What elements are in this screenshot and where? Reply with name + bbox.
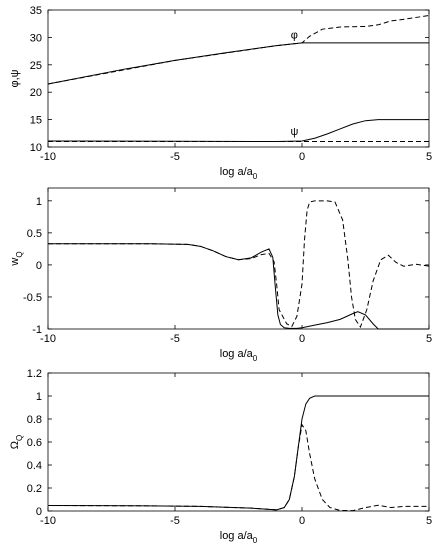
y-tick-label: -1 <box>32 324 42 336</box>
annotation-1: φ <box>291 29 298 41</box>
series-line-2-dashed <box>47 423 429 512</box>
series-line-3-solid <box>47 119 429 143</box>
y-tick-label: 1 <box>36 196 42 208</box>
y-tick-label: 35 <box>30 5 42 17</box>
y-tick-label: 25 <box>30 60 42 72</box>
y-tick-label: 0 <box>36 260 42 272</box>
y-tick-label: 15 <box>30 115 42 127</box>
y-tick-label: 1 <box>36 391 42 403</box>
x-tick-label: 5 <box>426 151 432 163</box>
y-tick-label: 20 <box>30 87 42 99</box>
y-tick-label: 10 <box>30 142 42 154</box>
y-tick-label: 0.4 <box>27 460 42 472</box>
x-axis-label: log a/a0 <box>220 348 258 363</box>
x-tick-label: -5 <box>170 515 180 527</box>
x-tick-label: -5 <box>170 151 180 163</box>
annotation-2: ψ <box>290 126 298 138</box>
panel-3: -10 -5 0 5 0 0.2 0.4 0.6 0.8 1 1.2 log a/a0 ΩQ <box>9 368 432 545</box>
y-tick-label: 1.2 <box>27 368 42 380</box>
x-tick-label: -10 <box>40 333 56 345</box>
panel-2: -10 -5 0 5 -1 -0.5 0 0.5 1 log a/a0 wQ <box>9 187 432 363</box>
y-tick-label: 30 <box>30 32 42 44</box>
x-tick-label: 0 <box>299 333 305 345</box>
y-tick-label: 0 <box>36 506 42 518</box>
y-axis-label: wQ <box>9 251 24 266</box>
y-tick-label: 0.2 <box>27 483 42 495</box>
x-tick-label: 5 <box>426 515 432 527</box>
y-tick-label: 0.5 <box>27 228 42 240</box>
x-tick-label: 5 <box>426 333 432 345</box>
plot-frame <box>47 372 430 512</box>
plot-frame <box>47 187 430 330</box>
y-tick-label: 0.6 <box>27 437 42 449</box>
x-axis-label: log a/a0 <box>220 530 258 545</box>
x-axis-label: log a/a0 <box>220 166 258 181</box>
y-tick-label: 0.8 <box>27 414 42 426</box>
x-tick-label: -10 <box>40 515 56 527</box>
x-tick-label: -5 <box>170 333 180 345</box>
y-tick-label: -0.5 <box>23 292 42 304</box>
x-tick-label: -10 <box>40 151 56 163</box>
x-tick-label: 0 <box>299 515 305 527</box>
series-line-2-dashed <box>47 14 430 85</box>
plot-frame <box>47 9 430 148</box>
y-axis-label: φ,ψ <box>9 69 21 87</box>
series-line-1-solid <box>47 42 429 85</box>
panel-1: -10 -5 0 5 10 15 20 25 30 35 log a/a0 φ,ψ φ ψ <box>9 5 432 181</box>
x-tick-label: 0 <box>299 151 305 163</box>
series-line-2-dashed <box>48 200 430 329</box>
series-line-1-solid <box>47 395 429 511</box>
y-axis-label: ΩQ <box>9 435 24 449</box>
